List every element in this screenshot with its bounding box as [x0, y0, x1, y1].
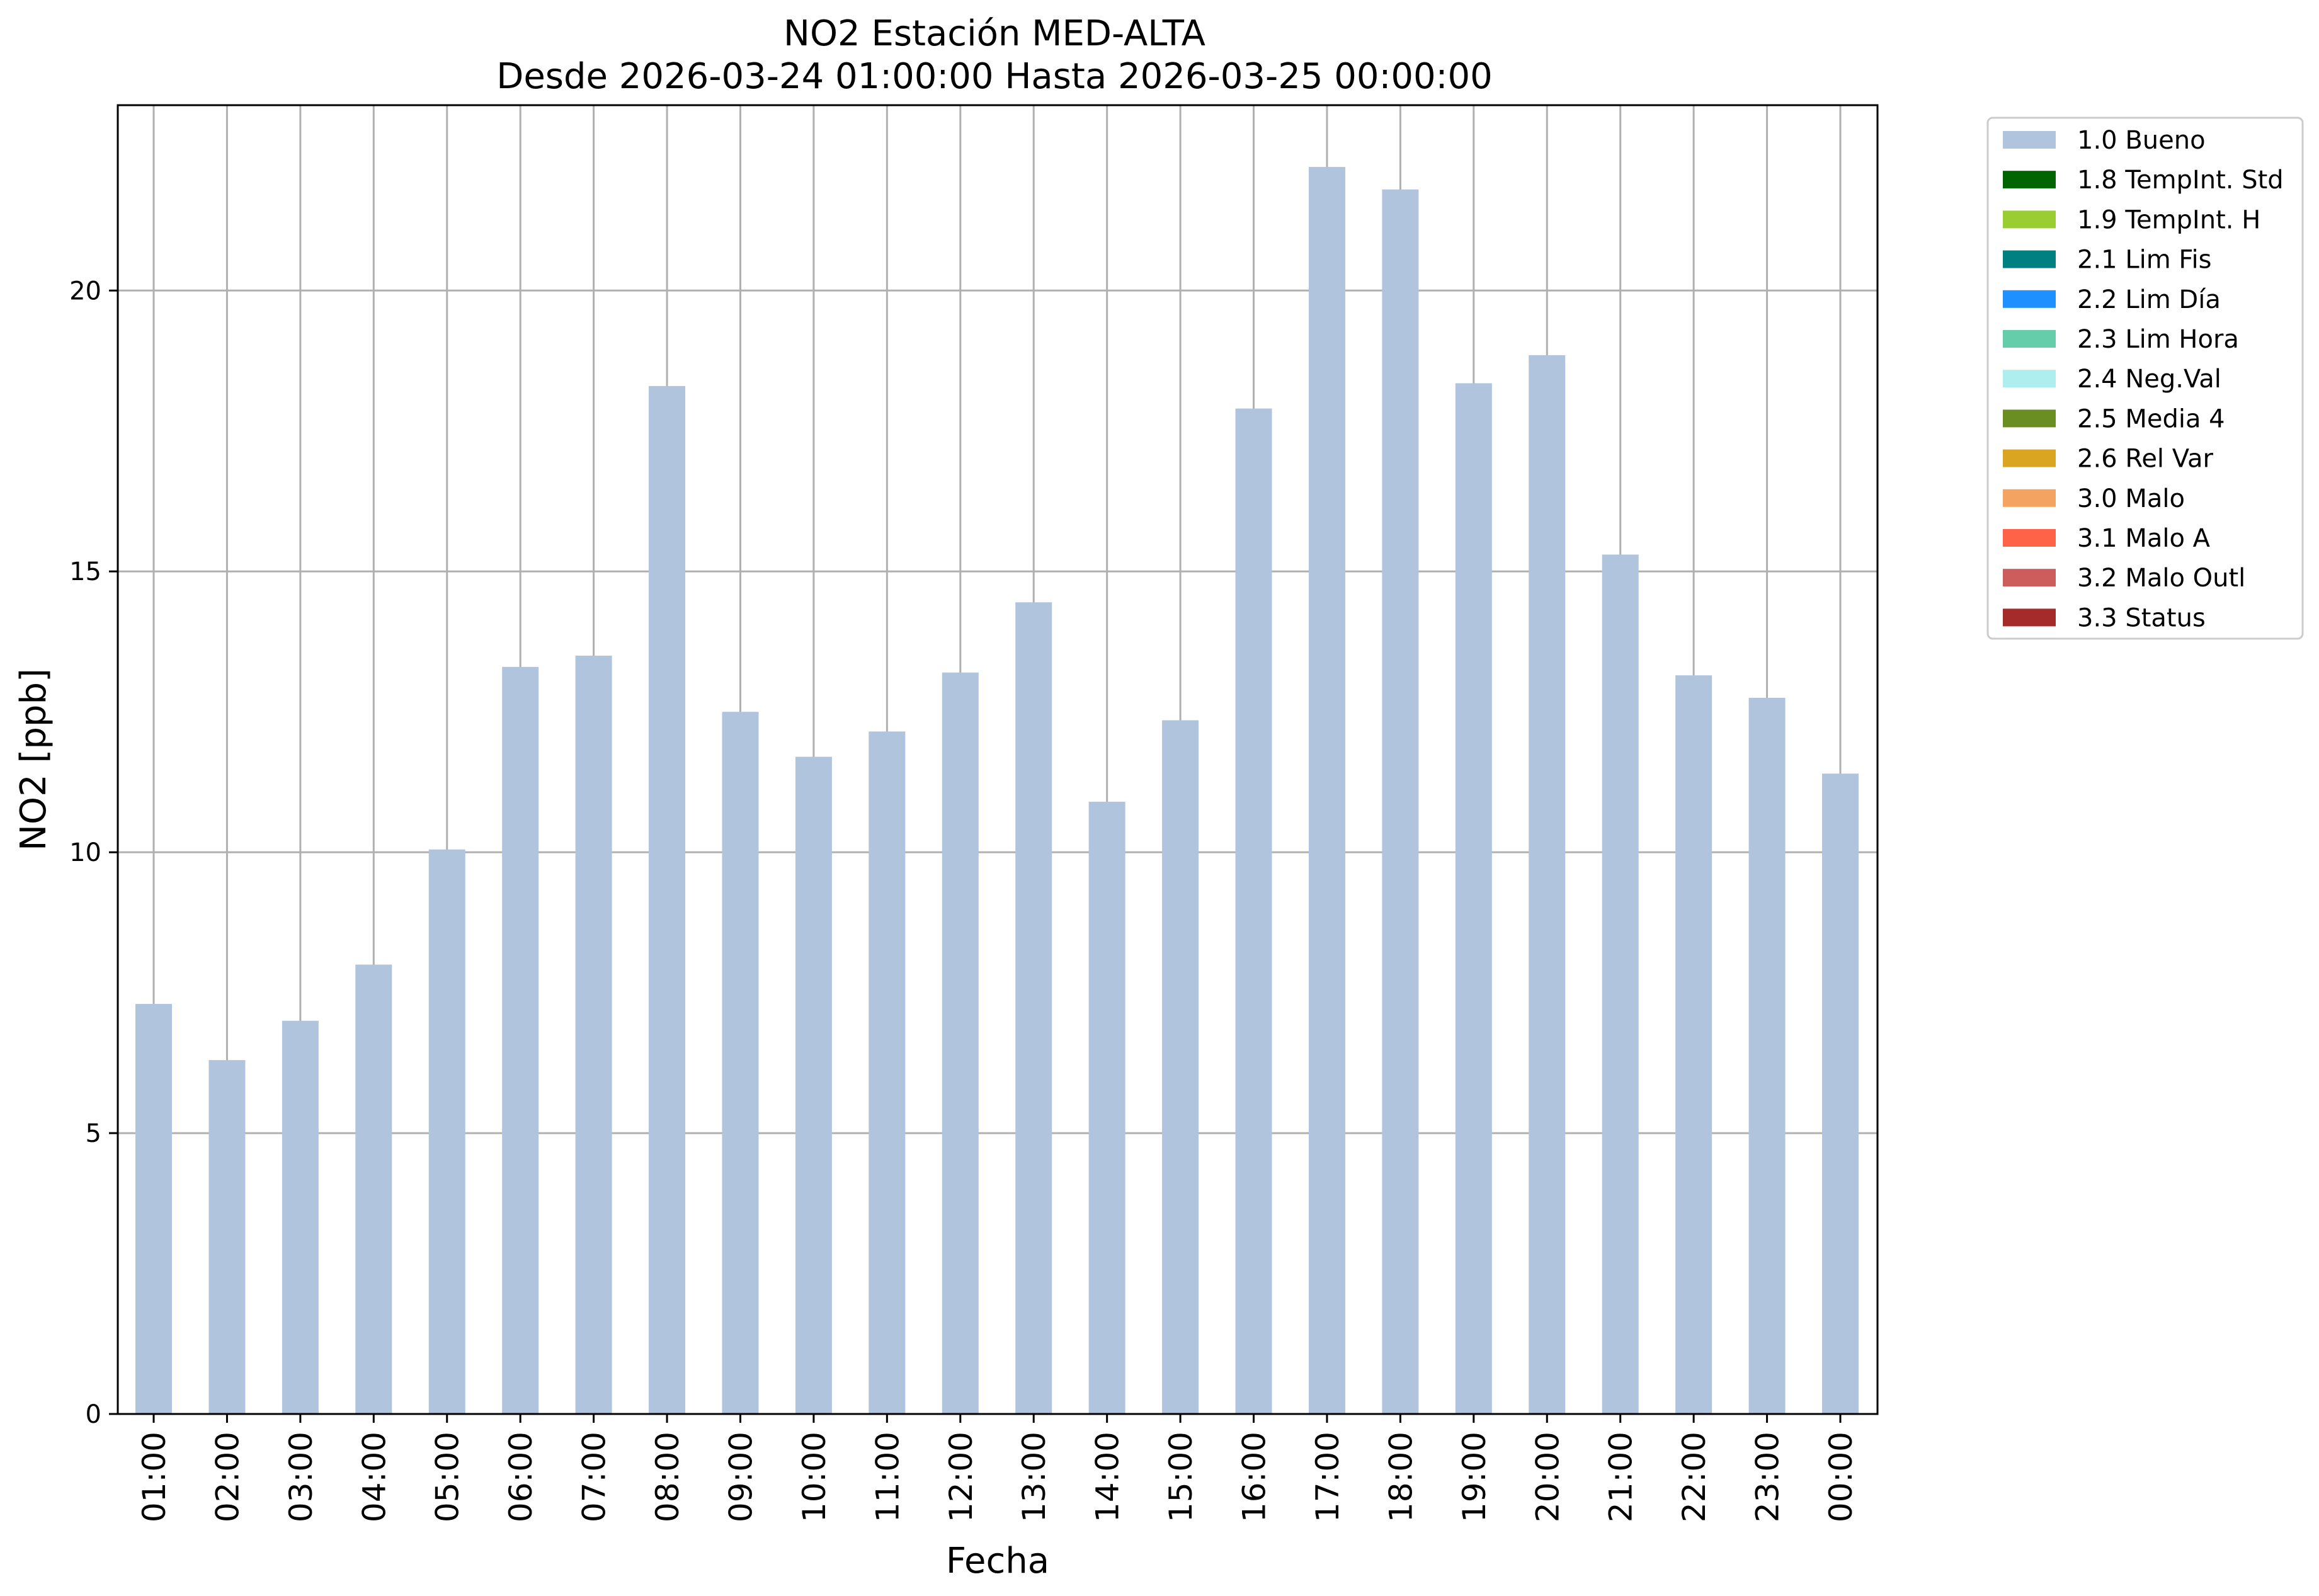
legend-label: 3.2 Malo Outl: [2077, 564, 2245, 593]
legend: 1.0 Bueno 1.8 TempInt. Std 1.9 TempInt. H 2…: [1986, 117, 2304, 640]
legend-label: 2.3 Lim Hora: [2077, 325, 2239, 354]
x-tick-label: 00:00: [1823, 1432, 1859, 1522]
bar-0700: [575, 656, 612, 1414]
legend-label: 2.1 Lim Fis: [2077, 246, 2211, 275]
x-tick-label: 12:00: [943, 1432, 979, 1522]
legend-swatch: [2003, 171, 2056, 189]
legend-swatch: [2003, 449, 2056, 467]
y-tick-label: 5: [86, 1119, 101, 1148]
x-tick-label: 19:00: [1456, 1432, 1493, 1522]
legend-label: 2.5 Media 4: [2077, 404, 2225, 433]
x-tick-label: 02:00: [209, 1432, 246, 1522]
legend-label: 1.8 TempInt. Std: [2077, 166, 2284, 195]
y-tick-label: 10: [69, 838, 101, 867]
x-tick-label: 23:00: [1750, 1432, 1786, 1522]
legend-label: 2.6 Rel Var: [2077, 445, 2214, 474]
legend-swatch: [2003, 210, 2056, 229]
legend-label: 3.1 Malo A: [2077, 524, 2211, 553]
x-tick-label: 17:00: [1309, 1432, 1346, 1522]
y-axis-ticks: 0 5 10 15 20: [69, 276, 118, 1429]
x-tick-label: 20:00: [1529, 1432, 1566, 1522]
bar-2000: [1529, 355, 1566, 1414]
bar-0300: [282, 1020, 319, 1414]
x-tick-label: 03:00: [283, 1432, 319, 1522]
x-tick-label: 08:00: [649, 1432, 686, 1522]
x-axis-ticks: 01:00 02:00 03:00 04:00 05:00 06:00 07:00 08:00…: [136, 1414, 1859, 1522]
bar-1800: [1382, 189, 1419, 1414]
bar-0600: [502, 666, 539, 1414]
bar-1400: [1088, 801, 1125, 1414]
bar-1300: [1015, 602, 1052, 1415]
x-tick-label: 21:00: [1603, 1432, 1639, 1522]
legend-label: 3.0 Malo: [2077, 484, 2185, 513]
chart-title: NO2 Estación MED-ALTA: [783, 13, 1205, 54]
legend-label: 3.3 Status: [2077, 603, 2206, 632]
y-tick-label: 0: [86, 1400, 101, 1429]
bar-1100: [869, 731, 906, 1414]
legend-label: 1.9 TempInt. H: [2077, 205, 2260, 234]
x-tick-label: 09:00: [722, 1432, 759, 1522]
x-tick-label: 06:00: [503, 1432, 539, 1522]
legend-swatch: [2003, 131, 2056, 149]
x-axis-label: Fecha: [946, 1541, 1049, 1582]
legend-swatch: [2003, 290, 2056, 308]
bar-0100: [135, 1003, 172, 1414]
y-tick-label: 20: [69, 276, 101, 305]
x-tick-label: 22:00: [1676, 1432, 1712, 1522]
plot-frame: [117, 104, 1879, 1415]
x-tick-label: 14:00: [1090, 1432, 1126, 1522]
legend-swatch: [2003, 569, 2056, 587]
bar-1600: [1235, 408, 1272, 1414]
legend-label: 2.4 Neg.Val: [2077, 365, 2221, 394]
y-axis-label: NO2 [ppb]: [13, 668, 54, 851]
bar-0900: [722, 712, 759, 1414]
legend-swatch: [2003, 250, 2056, 268]
bar-0400: [355, 964, 392, 1414]
bar-1700: [1308, 167, 1345, 1414]
bar-0500: [428, 849, 465, 1414]
x-tick-label: 01:00: [136, 1432, 173, 1522]
legend-label: 2.2 Lim Día: [2077, 285, 2221, 314]
bar-1200: [942, 672, 979, 1414]
chart-subtitle: Desde 2026-03-24 01:00:00 Hasta 2026-03-…: [496, 56, 1493, 97]
legend-swatch: [2003, 529, 2056, 547]
bar-0000: [1822, 773, 1859, 1414]
legend-swatch: [2003, 330, 2056, 348]
legend-label: 1.0 Bueno: [2077, 126, 2206, 155]
x-tick-label: 15:00: [1163, 1432, 1199, 1522]
x-tick-label: 18:00: [1382, 1432, 1419, 1522]
legend-swatch: [2003, 370, 2056, 388]
legend-frame: [1986, 117, 2304, 640]
x-tick-label: 07:00: [576, 1432, 613, 1522]
x-tick-label: 11:00: [869, 1432, 906, 1522]
x-tick-label: 10:00: [796, 1432, 833, 1522]
bar-2300: [1748, 697, 1786, 1414]
bar-1500: [1162, 720, 1199, 1414]
legend-swatch: [2003, 409, 2056, 428]
x-tick-label: 04:00: [356, 1432, 392, 1522]
x-tick-label: 05:00: [430, 1432, 466, 1522]
x-tick-label: 13:00: [1016, 1432, 1052, 1522]
legend-swatch: [2003, 608, 2056, 627]
bars: [135, 167, 1859, 1415]
bar-2100: [1602, 554, 1639, 1415]
bar-2200: [1675, 675, 1712, 1414]
bar-1900: [1455, 383, 1492, 1414]
bar-0800: [649, 385, 686, 1414]
legend-swatch: [2003, 489, 2056, 507]
y-tick-label: 15: [69, 557, 101, 586]
bar-0200: [208, 1060, 246, 1414]
bar-1000: [795, 756, 832, 1414]
x-tick-label: 16:00: [1236, 1432, 1273, 1522]
